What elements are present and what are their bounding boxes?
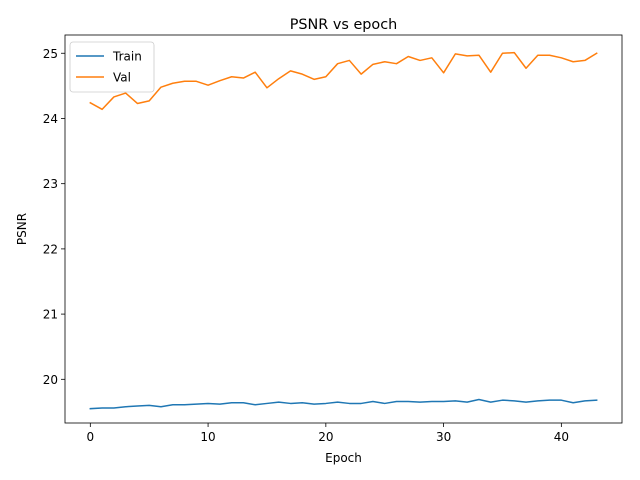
x-axis-ticks: 0 10 20 30 40 [86, 423, 569, 444]
x-tick-label: 0 [86, 430, 94, 444]
x-tick-label: 30 [436, 430, 451, 444]
series-line-val [89, 51, 598, 111]
plot-frame [64, 34, 623, 424]
x-tick-label: 10 [200, 430, 215, 444]
x-tick-label: 20 [318, 430, 333, 444]
legend: Train Val [69, 41, 155, 93]
series-line-train [89, 398, 598, 410]
legend-box [69, 41, 155, 93]
y-tick-label: 23 [43, 177, 58, 191]
legend-label-train: Train [112, 50, 142, 64]
chart-title: PSNR vs epoch [290, 17, 398, 33]
y-axis-ticks: 20 21 22 23 24 25 [43, 47, 65, 387]
y-axis-title: PSNR [15, 213, 29, 245]
y-tick-label: 25 [43, 47, 58, 61]
series-layer [89, 51, 598, 410]
plot-area [65, 35, 622, 423]
y-tick-label: 21 [43, 308, 58, 322]
legend-label-val: Val [113, 71, 131, 85]
y-tick-label: 20 [43, 373, 58, 387]
y-tick-label: 24 [43, 112, 58, 126]
x-axis-title: Epoch [325, 451, 362, 465]
y-tick-label: 22 [43, 242, 58, 256]
x-tick-label: 40 [554, 430, 569, 444]
